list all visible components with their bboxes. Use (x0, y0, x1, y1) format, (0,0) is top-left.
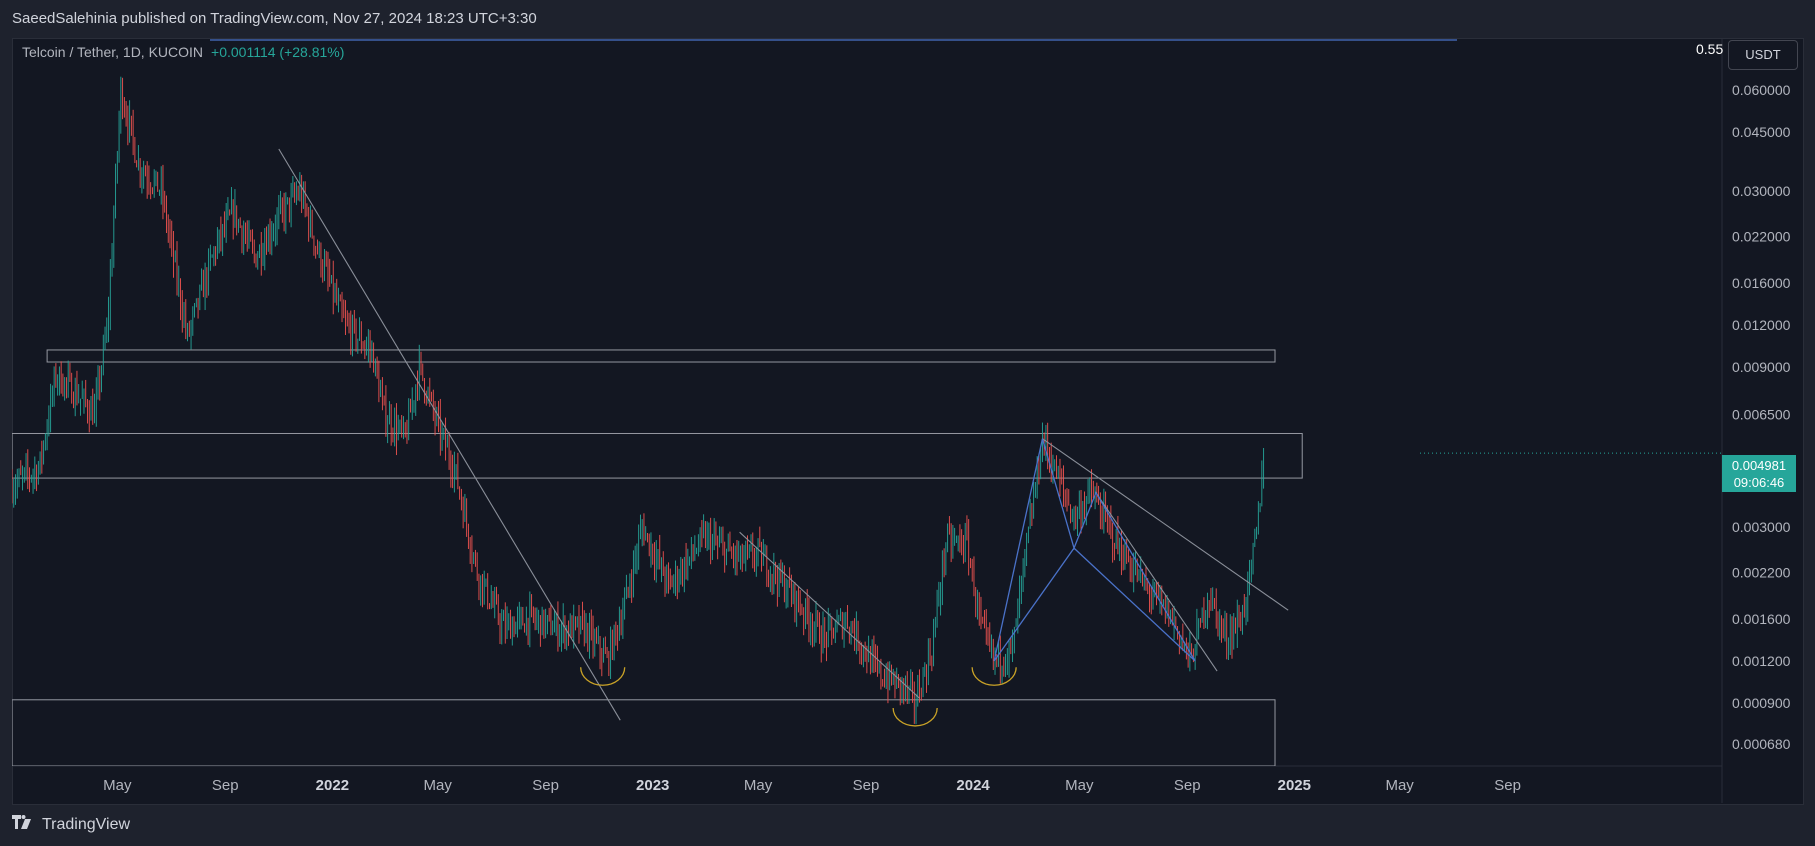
bar-countdown: 09:06:46 (1733, 475, 1785, 490)
x-tick-label: 2025 (1278, 777, 1311, 794)
trendline-3 (1042, 438, 1289, 611)
y-tick-label: 0.002200 (1732, 564, 1791, 580)
x-tick-label: 2023 (636, 777, 669, 794)
y-tick-label: 0.000680 (1732, 736, 1791, 752)
x-tick-label: Sep (1494, 777, 1521, 794)
trendline-2 (739, 531, 920, 699)
y-tick-label: 0.006500 (1732, 406, 1791, 422)
x-tick-label: May (744, 777, 773, 794)
tradingview-logo-icon (12, 815, 36, 834)
y-tick-label: 0.016000 (1732, 275, 1791, 291)
last-price-tag: 0.004981 09:06:46 (1722, 455, 1796, 492)
x-tick-label: May (1385, 777, 1414, 794)
x-tick-label: May (103, 777, 132, 794)
zone-1 (46, 349, 1276, 363)
x-tick-label: 2024 (956, 777, 990, 794)
x-tick-label: Sep (532, 777, 559, 794)
footer: TradingView (12, 815, 130, 834)
bottom-arc-1 (580, 667, 626, 686)
symbol-name: Telcoin / Tether, 1D, KUCOIN (22, 44, 204, 60)
y-tick-label: 0.030000 (1732, 183, 1791, 199)
symbol-legend: Telcoin / Tether, 1D, KUCOIN +0.001114 (+… (22, 44, 344, 60)
trendline-4 (1095, 492, 1218, 672)
y-tick-label: 0.003000 (1732, 519, 1791, 535)
x-tick-label: Sep (853, 777, 880, 794)
x-tick-label: 2022 (316, 777, 349, 794)
y-tick-label: 0.001600 (1732, 611, 1791, 627)
footer-brand: TradingView (42, 815, 131, 833)
chart-frame[interactable] (12, 38, 1804, 805)
last-price-value: 0.004981 (1731, 458, 1787, 473)
y-tick-label: 0.022000 (1732, 228, 1791, 244)
x-tick-label: May (1065, 777, 1094, 794)
zone-3 (12, 699, 1276, 766)
bottom-arc-2 (892, 707, 938, 727)
x-tick-label: May (424, 777, 453, 794)
candles (12, 76, 1265, 725)
price-change: +0.001114 (+28.81%) (211, 44, 345, 60)
trendline-1 (278, 148, 621, 721)
y-tick-label: 0.012000 (1732, 317, 1791, 333)
currency-button[interactable]: USDT (1728, 40, 1798, 70)
top-scale-value: 0.55 (1696, 41, 1724, 57)
publish-bar: SaeedSalehinia published on TradingView.… (0, 0, 1815, 38)
y-tick-label: 0.000900 (1732, 695, 1791, 711)
zone-2 (12, 432, 1303, 479)
publish-text: SaeedSalehinia published on TradingView.… (12, 10, 537, 27)
y-tick-label: 0.001200 (1732, 653, 1791, 669)
bottom-arc-3 (971, 667, 1017, 686)
y-tick-label: 0.009000 (1732, 359, 1791, 375)
harmonic-pattern (993, 438, 1196, 662)
x-tick-label: Sep (1174, 777, 1201, 794)
x-tick-label: Sep (212, 777, 239, 794)
y-tick-label: 0.045000 (1732, 124, 1791, 140)
y-tick-label: 0.060000 (1732, 82, 1791, 98)
